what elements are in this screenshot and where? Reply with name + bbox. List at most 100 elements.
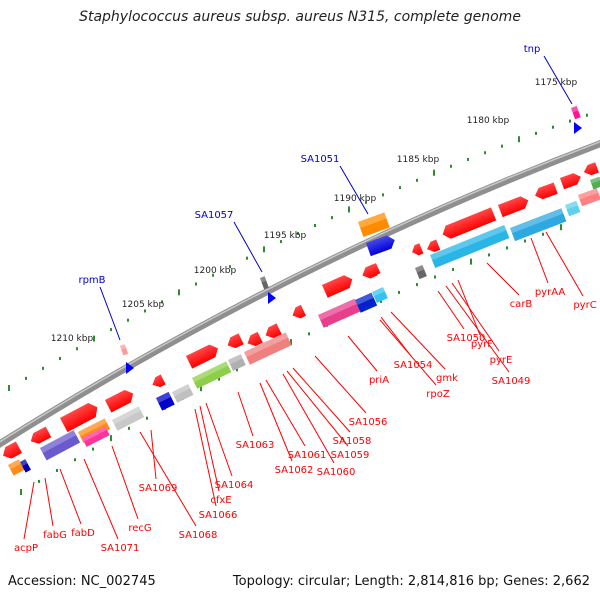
kbp-label: 1175 kbp (535, 78, 578, 88)
gene-block (509, 208, 567, 242)
gene-label: SA1054 (394, 360, 433, 371)
gene-label: SA1058 (333, 436, 372, 447)
kbp-label: 1180 kbp (467, 116, 510, 126)
gene-label: SA1050 (447, 333, 486, 344)
gene-arrow (427, 239, 441, 252)
label-leader (286, 370, 349, 447)
label-leader (265, 379, 306, 447)
label-leader (379, 319, 437, 386)
gene-arrow (152, 374, 166, 388)
gene-arrow (412, 243, 424, 256)
label-leader (390, 311, 446, 370)
label-leaders (23, 55, 584, 540)
gene-label: pyrAA (535, 287, 565, 298)
gene-arrow (30, 426, 52, 444)
gene-label: SA1069 (139, 483, 178, 494)
gene-arrow (367, 263, 381, 276)
gene-arrow (247, 331, 263, 347)
gene-label: SA1066 (199, 510, 238, 521)
kbp-ruler (8, 113, 588, 391)
label-leader (292, 367, 351, 433)
kbp-label: 1190 kbp (334, 194, 377, 204)
label-leader (237, 391, 254, 437)
label-leader (44, 477, 54, 527)
label-leader (199, 405, 220, 492)
gene-block (577, 188, 600, 207)
feature-label: SA1057 (195, 210, 234, 221)
gene-label: pyrF (471, 339, 493, 350)
gene-block (564, 200, 581, 217)
gene-block (415, 265, 427, 280)
gene-label: SA1056 (349, 417, 388, 428)
gene-label: SA1061 (288, 450, 327, 461)
label-leader (543, 55, 573, 105)
label-leader (23, 481, 35, 540)
gene-label: acpP (14, 543, 38, 554)
label-leader (111, 445, 139, 520)
gene-arrow (322, 275, 353, 298)
gene-arrow (227, 333, 244, 349)
gene-label: SA1062 (275, 465, 314, 476)
kbp-label: 1210 kbp (51, 334, 94, 344)
gene-block (571, 105, 581, 120)
gene-block (243, 332, 292, 365)
gene-block (372, 287, 388, 303)
gene-block (7, 459, 25, 476)
label-leader (314, 355, 367, 414)
gene-label: pyrE (490, 355, 513, 366)
gene-label: SA1060 (317, 467, 356, 478)
gene-block (589, 176, 600, 190)
kbp-label: 1200 kbp (194, 266, 237, 276)
label-leader (486, 262, 520, 296)
genome-summary-text: Topology: circular; Length: 2,814,816 bp… (232, 574, 590, 589)
gene-arrow (583, 162, 599, 176)
gene-features (3, 105, 600, 476)
gene-label: fabD (71, 528, 95, 539)
gene-arrow (366, 235, 395, 257)
gene-block (82, 426, 110, 447)
label-leader (530, 237, 549, 284)
gene-block (39, 430, 81, 461)
label-leader (194, 408, 217, 507)
gene-block (192, 361, 232, 389)
label-leader (233, 221, 263, 273)
genome-backbone (0, 140, 600, 448)
gene-label: SA1059 (331, 450, 370, 461)
gene-label: SA1063 (236, 440, 275, 451)
gene-block (20, 459, 31, 473)
kbp-label: 1185 kbp (397, 155, 440, 165)
gene-block (357, 212, 390, 238)
gene-label: rpoZ (426, 389, 450, 400)
gene-label: SA1049 (492, 376, 531, 387)
label-leader (259, 382, 293, 462)
gene-label: fabG (43, 530, 67, 541)
label-leader (451, 282, 500, 352)
label-leader (545, 231, 584, 297)
gene-arrow (535, 182, 558, 200)
gene-arrow (498, 196, 529, 218)
label-leader (139, 431, 197, 527)
gene-arrow (292, 304, 306, 319)
label-leader (99, 286, 121, 341)
gene-label: pyrC (573, 300, 596, 311)
gene-block (430, 225, 510, 268)
gene-block (172, 384, 194, 403)
feature-labels: 1175 kbp 1180 kbp 1185 kbp 1190 kbp 1195 kbp… (14, 44, 597, 554)
gene-label: gmk (436, 373, 458, 384)
gene-arrow (60, 402, 98, 433)
label-leader (445, 285, 510, 373)
gene-block (119, 344, 129, 356)
label-leader (437, 290, 465, 330)
gene-block (355, 292, 378, 313)
gene-label: SA1064 (215, 480, 254, 491)
gene-block (260, 276, 269, 290)
feature-marker-icon (126, 362, 134, 374)
label-leader (59, 468, 82, 525)
gene-label: cfxE (210, 495, 231, 506)
feature-label: rpmB (78, 275, 105, 286)
feature-label: tnp (524, 44, 541, 55)
label-leader (347, 335, 378, 372)
gene-block (228, 354, 246, 371)
